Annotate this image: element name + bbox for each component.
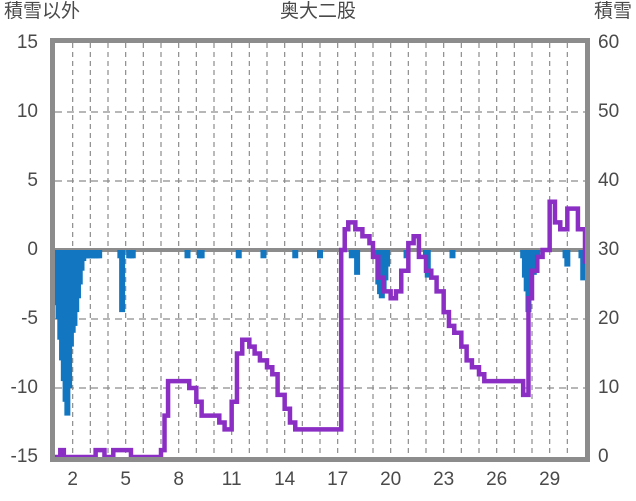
y-tick-left: 10: [16, 101, 38, 122]
x-tick: 5: [120, 469, 131, 490]
x-tick: 23: [433, 469, 455, 490]
x-tick: 17: [327, 469, 349, 490]
precip-bar: [96, 250, 103, 259]
precip-bar: [530, 250, 537, 275]
precip-bar: [580, 250, 585, 281]
left-axis-title: 積雪以外: [4, 1, 81, 22]
y-tick-right: 30: [598, 239, 620, 260]
y-tick-left: 0: [27, 239, 38, 260]
x-tick: 29: [539, 469, 561, 490]
y-tick-right: 0: [598, 446, 609, 467]
x-tick: 2: [67, 469, 78, 490]
y-tick-left: -15: [10, 446, 38, 467]
precip-bar: [292, 250, 299, 259]
precip-bar: [354, 250, 361, 275]
y-tick-right: 10: [598, 377, 620, 398]
y-tick-left: -5: [21, 308, 38, 329]
chart-title: 奥大二股: [279, 1, 356, 22]
precip-bar: [260, 250, 267, 259]
y-tick-left: -10: [10, 377, 38, 398]
precip-bar: [119, 250, 126, 313]
y-tick-left: 15: [16, 32, 38, 53]
y-tick-right: 50: [598, 101, 620, 122]
precip-bar: [316, 250, 324, 259]
data-layer: [55, 199, 585, 457]
precip-bar: [534, 250, 541, 259]
y-tick-left: 5: [27, 170, 38, 191]
snow-depth-line: [55, 199, 585, 457]
precip-bar: [184, 250, 191, 259]
y-tick-right: 40: [598, 170, 620, 191]
precip-bar: [384, 250, 391, 267]
precip-bar: [235, 250, 242, 259]
plot-frame: [50, 38, 590, 462]
right-axis-title: 積雪: [593, 1, 632, 22]
precip-bar: [449, 250, 456, 259]
plot-area: [55, 43, 585, 457]
x-tick: 26: [486, 469, 508, 490]
y-tick-right: 20: [598, 308, 620, 329]
x-tick: 14: [274, 469, 296, 490]
x-tick: 11: [221, 469, 242, 490]
precip-bar: [564, 250, 571, 267]
precip-bar: [348, 250, 355, 259]
x-tick: 20: [380, 469, 402, 490]
x-tick: 8: [173, 469, 184, 490]
precip-bar: [129, 250, 136, 259]
precip-bar: [198, 250, 205, 259]
y-tick-right: 60: [598, 32, 620, 53]
precip-bar: [525, 250, 532, 313]
